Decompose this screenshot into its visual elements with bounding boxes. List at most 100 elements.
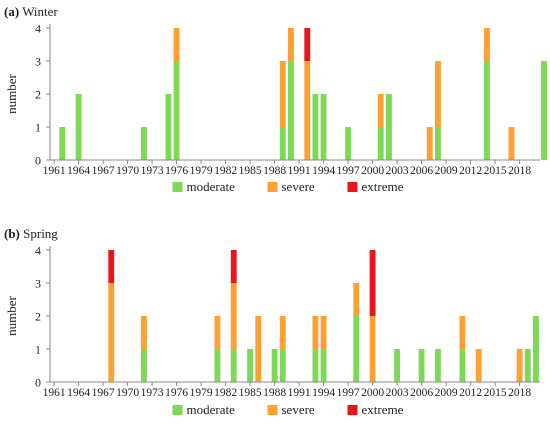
bar-moderate-2014	[483, 61, 490, 160]
bars-layer	[59, 28, 548, 160]
legend-swatch-extreme	[347, 405, 358, 415]
y-tick-label: 2	[35, 310, 41, 324]
bar-severe-1968	[108, 283, 115, 382]
bar-severe-1989	[279, 61, 286, 127]
bar-severe-1994	[320, 316, 327, 349]
bar-moderate-1989	[279, 127, 286, 160]
x-tick-label: 2000	[361, 165, 384, 177]
bar-severe-2008	[434, 61, 441, 127]
x-tick-label: 2006	[410, 165, 433, 177]
bar-moderate-2008	[434, 349, 441, 382]
y-tick-label: 0	[35, 154, 41, 168]
y-axis-label: number	[4, 73, 19, 113]
x-tick-label: 2018	[508, 387, 531, 399]
y-tick-label: 2	[35, 88, 41, 102]
y-tick-label: 0	[35, 376, 41, 390]
legend: moderate severe extreme	[172, 402, 404, 417]
x-tick-label: 1985	[239, 165, 262, 177]
x-tick-label: 1961	[43, 387, 66, 399]
x-tick-label: 1973	[141, 165, 164, 177]
panel-title: Spring	[23, 226, 58, 241]
x-tick-label: 2015	[484, 387, 507, 399]
panel-letter: (b)	[4, 226, 20, 241]
x-tick-label: 1970	[116, 165, 139, 177]
y-tick-label: 1	[35, 121, 41, 135]
x-tick-label: 1985	[239, 387, 262, 399]
x-tick-label: 1982	[214, 387, 237, 399]
x-tick-label: 1967	[92, 165, 115, 177]
bar-moderate-1964	[75, 94, 82, 160]
bar-moderate-2006	[418, 349, 425, 382]
x-tick-label: 1982	[214, 165, 237, 177]
bar-severe-1998	[353, 283, 360, 316]
legend-label-moderate: moderate	[187, 402, 236, 417]
bar-severe-1983	[230, 283, 237, 349]
bar-moderate-2020	[532, 316, 539, 382]
y-tick-label: 1	[35, 343, 41, 357]
legend-swatch-severe	[267, 182, 278, 192]
x-tick-label: 2009	[435, 165, 458, 177]
x-tick-label: 2012	[459, 165, 482, 177]
bar-moderate-1993	[312, 349, 319, 382]
bar-severe-2018	[516, 349, 523, 382]
bar-severe-2000	[369, 316, 376, 382]
bar-moderate-1976	[173, 61, 180, 160]
x-tick-label: 1973	[141, 387, 164, 399]
x-tick-label: 1979	[190, 165, 213, 177]
bar-moderate-1972	[140, 349, 147, 382]
legend-label-extreme: extreme	[362, 179, 404, 194]
bar-extreme-1992	[304, 28, 311, 61]
bar-severe-2017	[508, 127, 515, 160]
legend-label-extreme: extreme	[362, 402, 404, 417]
y-tick-label: 4	[35, 22, 41, 36]
bar-moderate-1997	[345, 127, 352, 160]
x-tick-label: 1991	[288, 165, 311, 177]
x-tick-label: 1988	[263, 165, 286, 177]
legend-label-moderate: moderate	[187, 179, 236, 194]
x-tick-label: 2000	[361, 387, 384, 399]
bar-severe-1989	[279, 316, 286, 349]
x-tick-label: 1997	[337, 387, 360, 399]
x-tick-label: 1967	[92, 387, 115, 399]
legend-swatch-moderate	[172, 182, 183, 192]
bar-moderate-2002	[385, 94, 392, 160]
legend-label-severe: severe	[282, 179, 315, 194]
x-tick-label: 1976	[165, 165, 188, 177]
y-tick-label: 4	[35, 244, 41, 258]
bar-moderate-1983	[230, 349, 237, 382]
bar-severe-2014	[483, 28, 490, 61]
x-tick-label: 2015	[484, 165, 507, 177]
bar-moderate-1988	[271, 349, 278, 382]
y-tick-label: 3	[35, 55, 41, 69]
panel-title: Winter	[22, 4, 58, 19]
x-tick-label: 1964	[67, 165, 90, 177]
bar-moderate-1985	[247, 349, 254, 382]
bar-moderate-1962	[59, 127, 66, 160]
x-tick-label: 1979	[190, 387, 213, 399]
bar-moderate-2008	[434, 127, 441, 160]
x-tick-label: 2006	[410, 387, 433, 399]
bar-moderate-1993	[312, 94, 319, 160]
bar-moderate-1975	[165, 94, 172, 160]
bar-severe-1986	[255, 316, 262, 382]
legend: moderate severe extreme	[172, 179, 404, 194]
bar-moderate-2003	[394, 349, 401, 382]
bar-moderate-1989	[279, 349, 286, 382]
bar-severe-1993	[312, 316, 319, 349]
bar-moderate-2019	[524, 349, 531, 382]
svg-text:(b) Spring: (b) Spring	[4, 226, 58, 241]
x-tick-label: 1991	[288, 387, 311, 399]
bar-moderate-1994	[320, 349, 327, 382]
bar-moderate-2001	[377, 127, 384, 160]
bar-severe-2007	[426, 127, 433, 160]
bar-severe-1976	[173, 28, 180, 61]
legend-swatch-moderate	[172, 405, 183, 415]
bar-severe-2001	[377, 94, 384, 127]
bar-extreme-2000	[369, 250, 376, 316]
bar-severe-2013	[475, 349, 482, 382]
x-tick-label: 1994	[312, 387, 335, 399]
